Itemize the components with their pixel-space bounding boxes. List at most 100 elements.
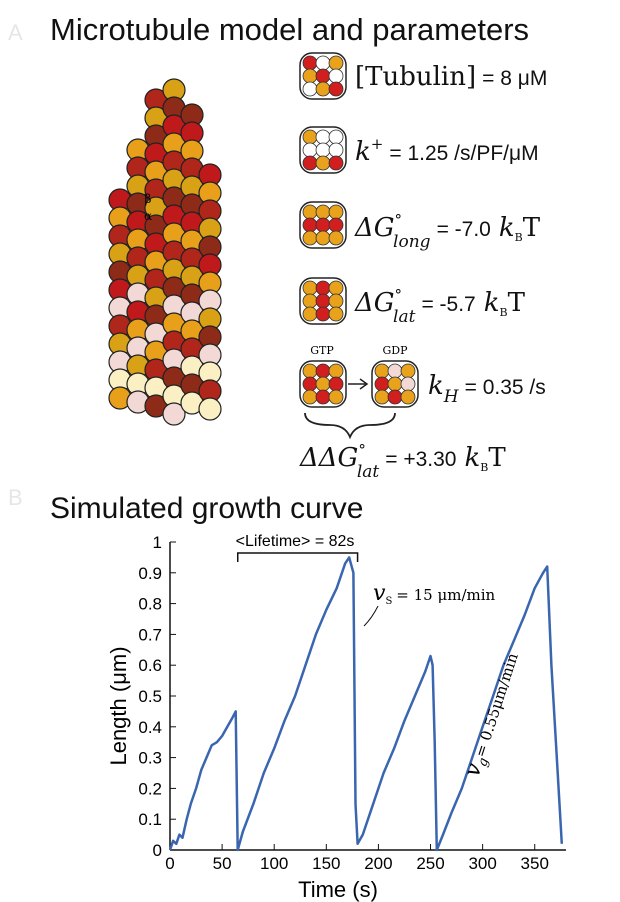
y-tick-label: 0.8 (138, 595, 162, 614)
annotation-symbol: v (373, 581, 386, 606)
parameter-value: = 1.25 /s/PF/μM (389, 142, 538, 165)
icon-subunit (302, 155, 318, 171)
y-tick-label: 0.4 (138, 718, 162, 737)
icon-subunit (328, 204, 344, 220)
icon-subunit (387, 376, 403, 392)
icon-subunit (315, 55, 331, 71)
icon-subunit (315, 155, 331, 171)
parameter-sub: lat (393, 307, 416, 327)
icon-subunit (302, 280, 318, 296)
annotation-sub: S (385, 596, 392, 607)
icon-subunit (315, 217, 331, 233)
annotation-leader (363, 605, 379, 627)
panel-label: B (8, 485, 23, 510)
icon-subunit (374, 389, 390, 405)
brace (304, 412, 396, 440)
parameter: kH = 0.35 /s (428, 371, 546, 407)
parameter-sup: + (371, 135, 384, 153)
icon-subunit (302, 68, 318, 84)
parameter-symbol: ΔΔG (299, 443, 358, 473)
tubulin (198, 397, 222, 421)
icon-subunit (328, 81, 344, 97)
parameter-sub: long (393, 232, 431, 252)
icon-subunit (315, 129, 331, 145)
parameter: ΔΔG° lat= +3.30 kBT (299, 441, 506, 482)
y-tick-label: 0.6 (138, 656, 162, 675)
icon-subunit (328, 55, 344, 71)
icon-subunit (374, 363, 390, 379)
x-tick-label: 250 (416, 854, 444, 873)
icon-subunit (315, 204, 331, 220)
icon-subunit (328, 129, 344, 145)
icon-subunit (315, 230, 331, 246)
microtubule (108, 78, 222, 426)
nucleotide-label: GTP (310, 344, 334, 357)
parameter-value: = -5.7 (421, 293, 475, 316)
parameter-symbol: ΔG (354, 213, 395, 243)
x-tick-label: 300 (468, 854, 496, 873)
y-tick-label: 1 (153, 533, 162, 552)
arrow (348, 378, 369, 390)
parameter-sub: H (443, 387, 460, 407)
parameter: ΔG° long = -7.0 kBT (354, 211, 541, 252)
y-axis-label: Length (μm) (106, 646, 131, 765)
y-tick-label: 0.5 (138, 687, 162, 706)
parameter-value: = 0.35 /s (465, 376, 546, 399)
icon-subunit (302, 217, 318, 233)
icon-subunit (387, 389, 403, 405)
nucleotide-label: GDP (382, 344, 408, 357)
icon-subunit (328, 306, 344, 322)
parameter-unit-sub: B (515, 231, 523, 244)
panel-title: Microtubule model and parameters (50, 12, 529, 47)
parameter: ΔG° lat= -5.7 kBT (354, 286, 526, 327)
icon-subunit (315, 81, 331, 97)
annotation: vS = 15 μm/min (373, 581, 496, 607)
x-tick-label: 150 (312, 854, 340, 873)
parameter-unit-tail: T (523, 213, 541, 243)
icon-subunit (315, 376, 331, 392)
x-tick-label: 0 (165, 854, 174, 873)
icon-subunit (315, 389, 331, 405)
x-tick-label: 50 (213, 854, 232, 873)
parameter-icons (299, 52, 419, 440)
icon-subunit (315, 306, 331, 322)
parameter-sup: ° (395, 211, 403, 229)
icon-subunit (328, 363, 344, 379)
parameter-unit-tail: T (508, 288, 526, 318)
icon-subunit (400, 389, 416, 405)
icon-subunit (328, 68, 344, 84)
parameter-unit-sub: B (500, 306, 508, 319)
chart-title: Simulated growth curve (50, 492, 363, 525)
parameter-unit: k (464, 443, 480, 473)
parameter: [Tubulin] = 8 μM (355, 62, 547, 92)
subunit-label: β (145, 192, 152, 206)
parameter-sub: lat (357, 462, 380, 482)
lifetime-bracket (236, 552, 359, 562)
y-tick-label: 0.1 (138, 810, 162, 829)
icon-subunit (302, 204, 318, 220)
y-tick-label: 0.7 (138, 625, 162, 644)
parameter-symbol: ΔG (354, 288, 395, 318)
icon-subunit (302, 389, 318, 405)
parameter-sup: ° (395, 286, 403, 304)
icon-subunit (315, 68, 331, 84)
panel-label: A (8, 20, 23, 45)
icon-subunit (328, 376, 344, 392)
parameter-symbol: [Tubulin] (355, 62, 476, 92)
y-tick-label: 0 (153, 841, 162, 860)
parameter-sup: ° (358, 441, 366, 459)
parameter-value: = 8 μM (482, 67, 547, 90)
parameter-unit-sub: B (480, 461, 488, 474)
annotation-text: = 0.55μm/min (471, 650, 522, 759)
icon-subunit (302, 81, 318, 97)
icon-subunit (315, 293, 331, 309)
y-tick-label: 0.9 (138, 564, 162, 583)
icon-subunit (387, 363, 403, 379)
icon-subunit (302, 55, 318, 71)
icon-subunit (400, 363, 416, 379)
icon-subunit (302, 142, 318, 158)
parameter-unit-tail: T (488, 443, 506, 473)
y-tick-label: 0.2 (138, 779, 162, 798)
